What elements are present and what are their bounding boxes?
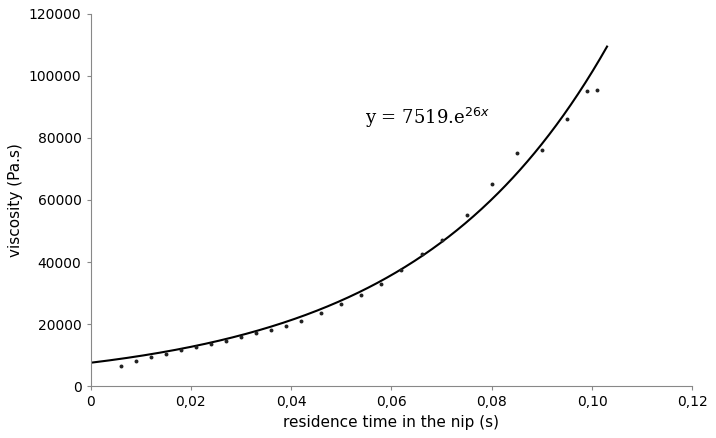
Point — [486, 181, 498, 188]
Point — [581, 88, 593, 95]
Point — [221, 338, 232, 345]
Point — [561, 116, 573, 123]
X-axis label: residence time in the nip (s): residence time in the nip (s) — [284, 415, 500, 430]
Point — [536, 147, 548, 154]
Point — [190, 344, 202, 351]
Point — [336, 300, 347, 307]
Point — [356, 291, 367, 298]
Point — [461, 212, 473, 219]
Point — [130, 357, 141, 364]
Point — [376, 280, 387, 287]
Point — [160, 350, 172, 357]
Point — [396, 266, 407, 273]
Point — [316, 310, 327, 317]
Point — [416, 251, 427, 258]
Y-axis label: viscosity (Pa.s): viscosity (Pa.s) — [9, 143, 24, 257]
Point — [266, 326, 277, 333]
Point — [205, 341, 217, 348]
Point — [115, 362, 126, 369]
Text: y = 7519.e$^{26x}$: y = 7519.e$^{26x}$ — [365, 106, 490, 130]
Point — [281, 322, 292, 329]
Point — [591, 86, 603, 93]
Point — [251, 330, 262, 337]
Point — [436, 237, 448, 244]
Point — [296, 318, 307, 325]
Point — [511, 150, 523, 157]
Point — [145, 353, 156, 360]
Point — [236, 334, 247, 341]
Point — [175, 347, 187, 354]
